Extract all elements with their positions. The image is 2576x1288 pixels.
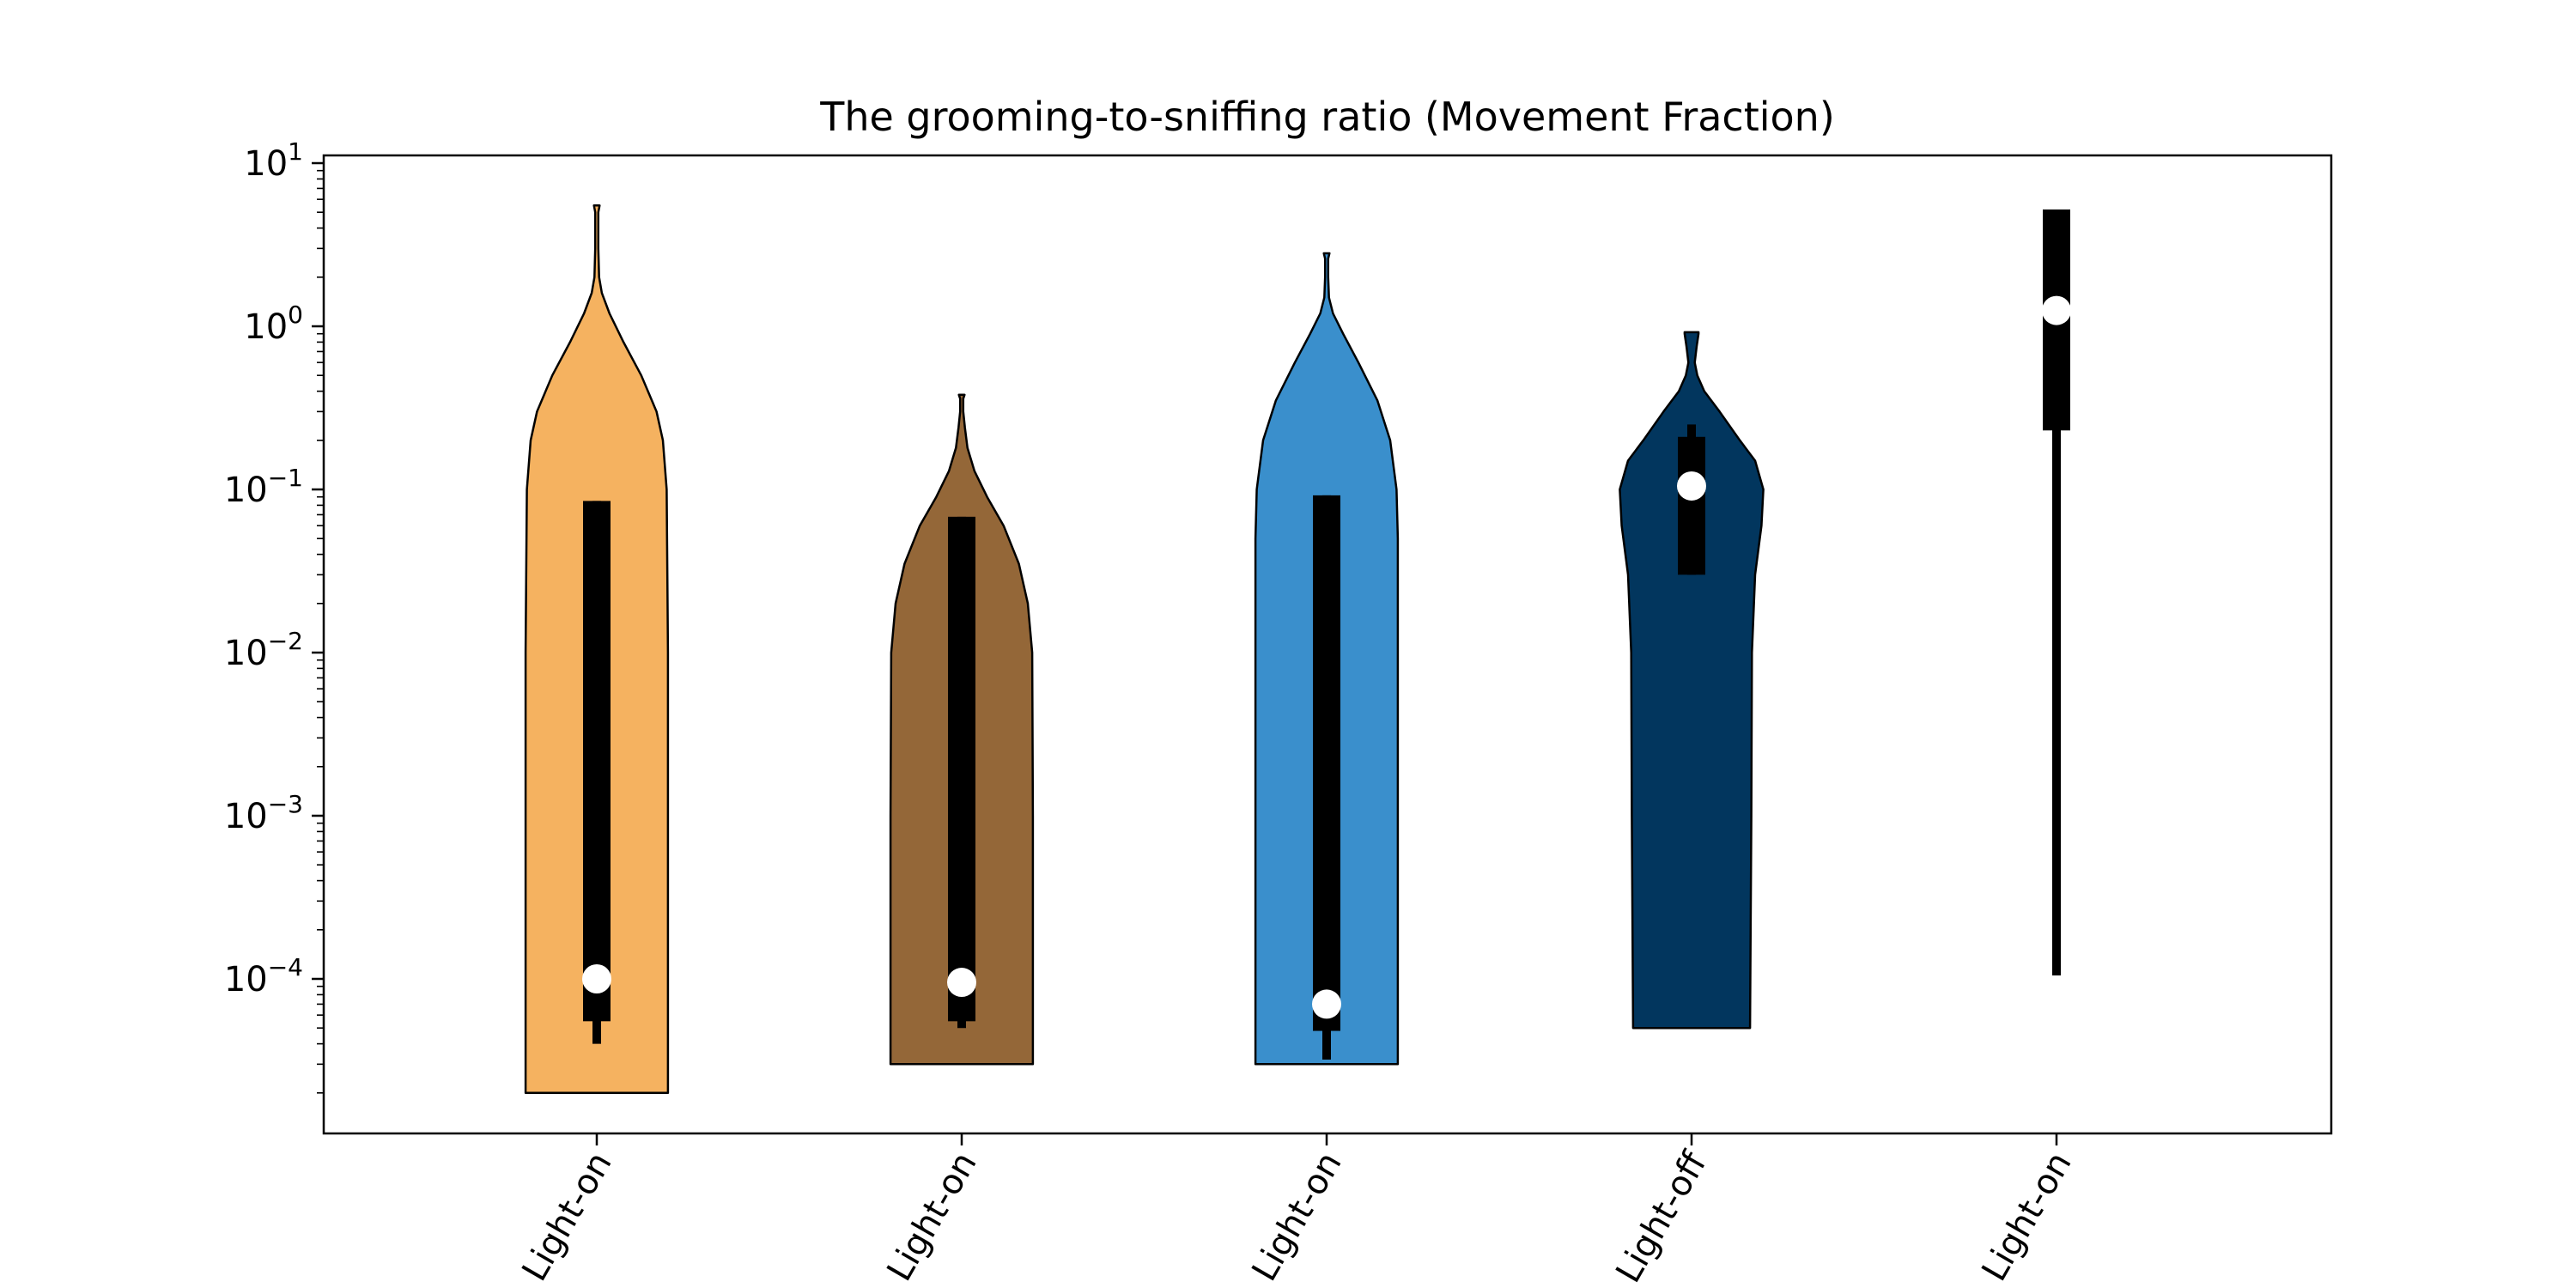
y-tick-label: 101 [244,137,303,184]
y-tick-label: 10−2 [224,627,303,673]
quartile-box [583,501,611,1022]
y-tick-label: 100 [244,301,303,347]
median-dot [1677,471,1706,501]
quartile-box [1678,436,1705,575]
chart-title: The grooming-to-sniffing ratio (Movement… [819,94,1835,140]
median-dot [1312,989,1341,1019]
y-tick-label: 10−4 [224,953,303,999]
y-tick-label: 10−1 [224,464,303,510]
violin-body [1619,331,1765,1030]
quartile-box [1313,495,1340,1031]
y-tick-label: 10−3 [224,790,303,836]
y-axis: 101 100 10−1 10−2 10−3 10−4 [224,137,324,1094]
quartile-box-group [582,209,2071,1060]
quartile-box [948,516,975,1022]
median-dot [2042,295,2071,325]
median-dot [582,964,611,993]
median-dot [947,968,976,998]
